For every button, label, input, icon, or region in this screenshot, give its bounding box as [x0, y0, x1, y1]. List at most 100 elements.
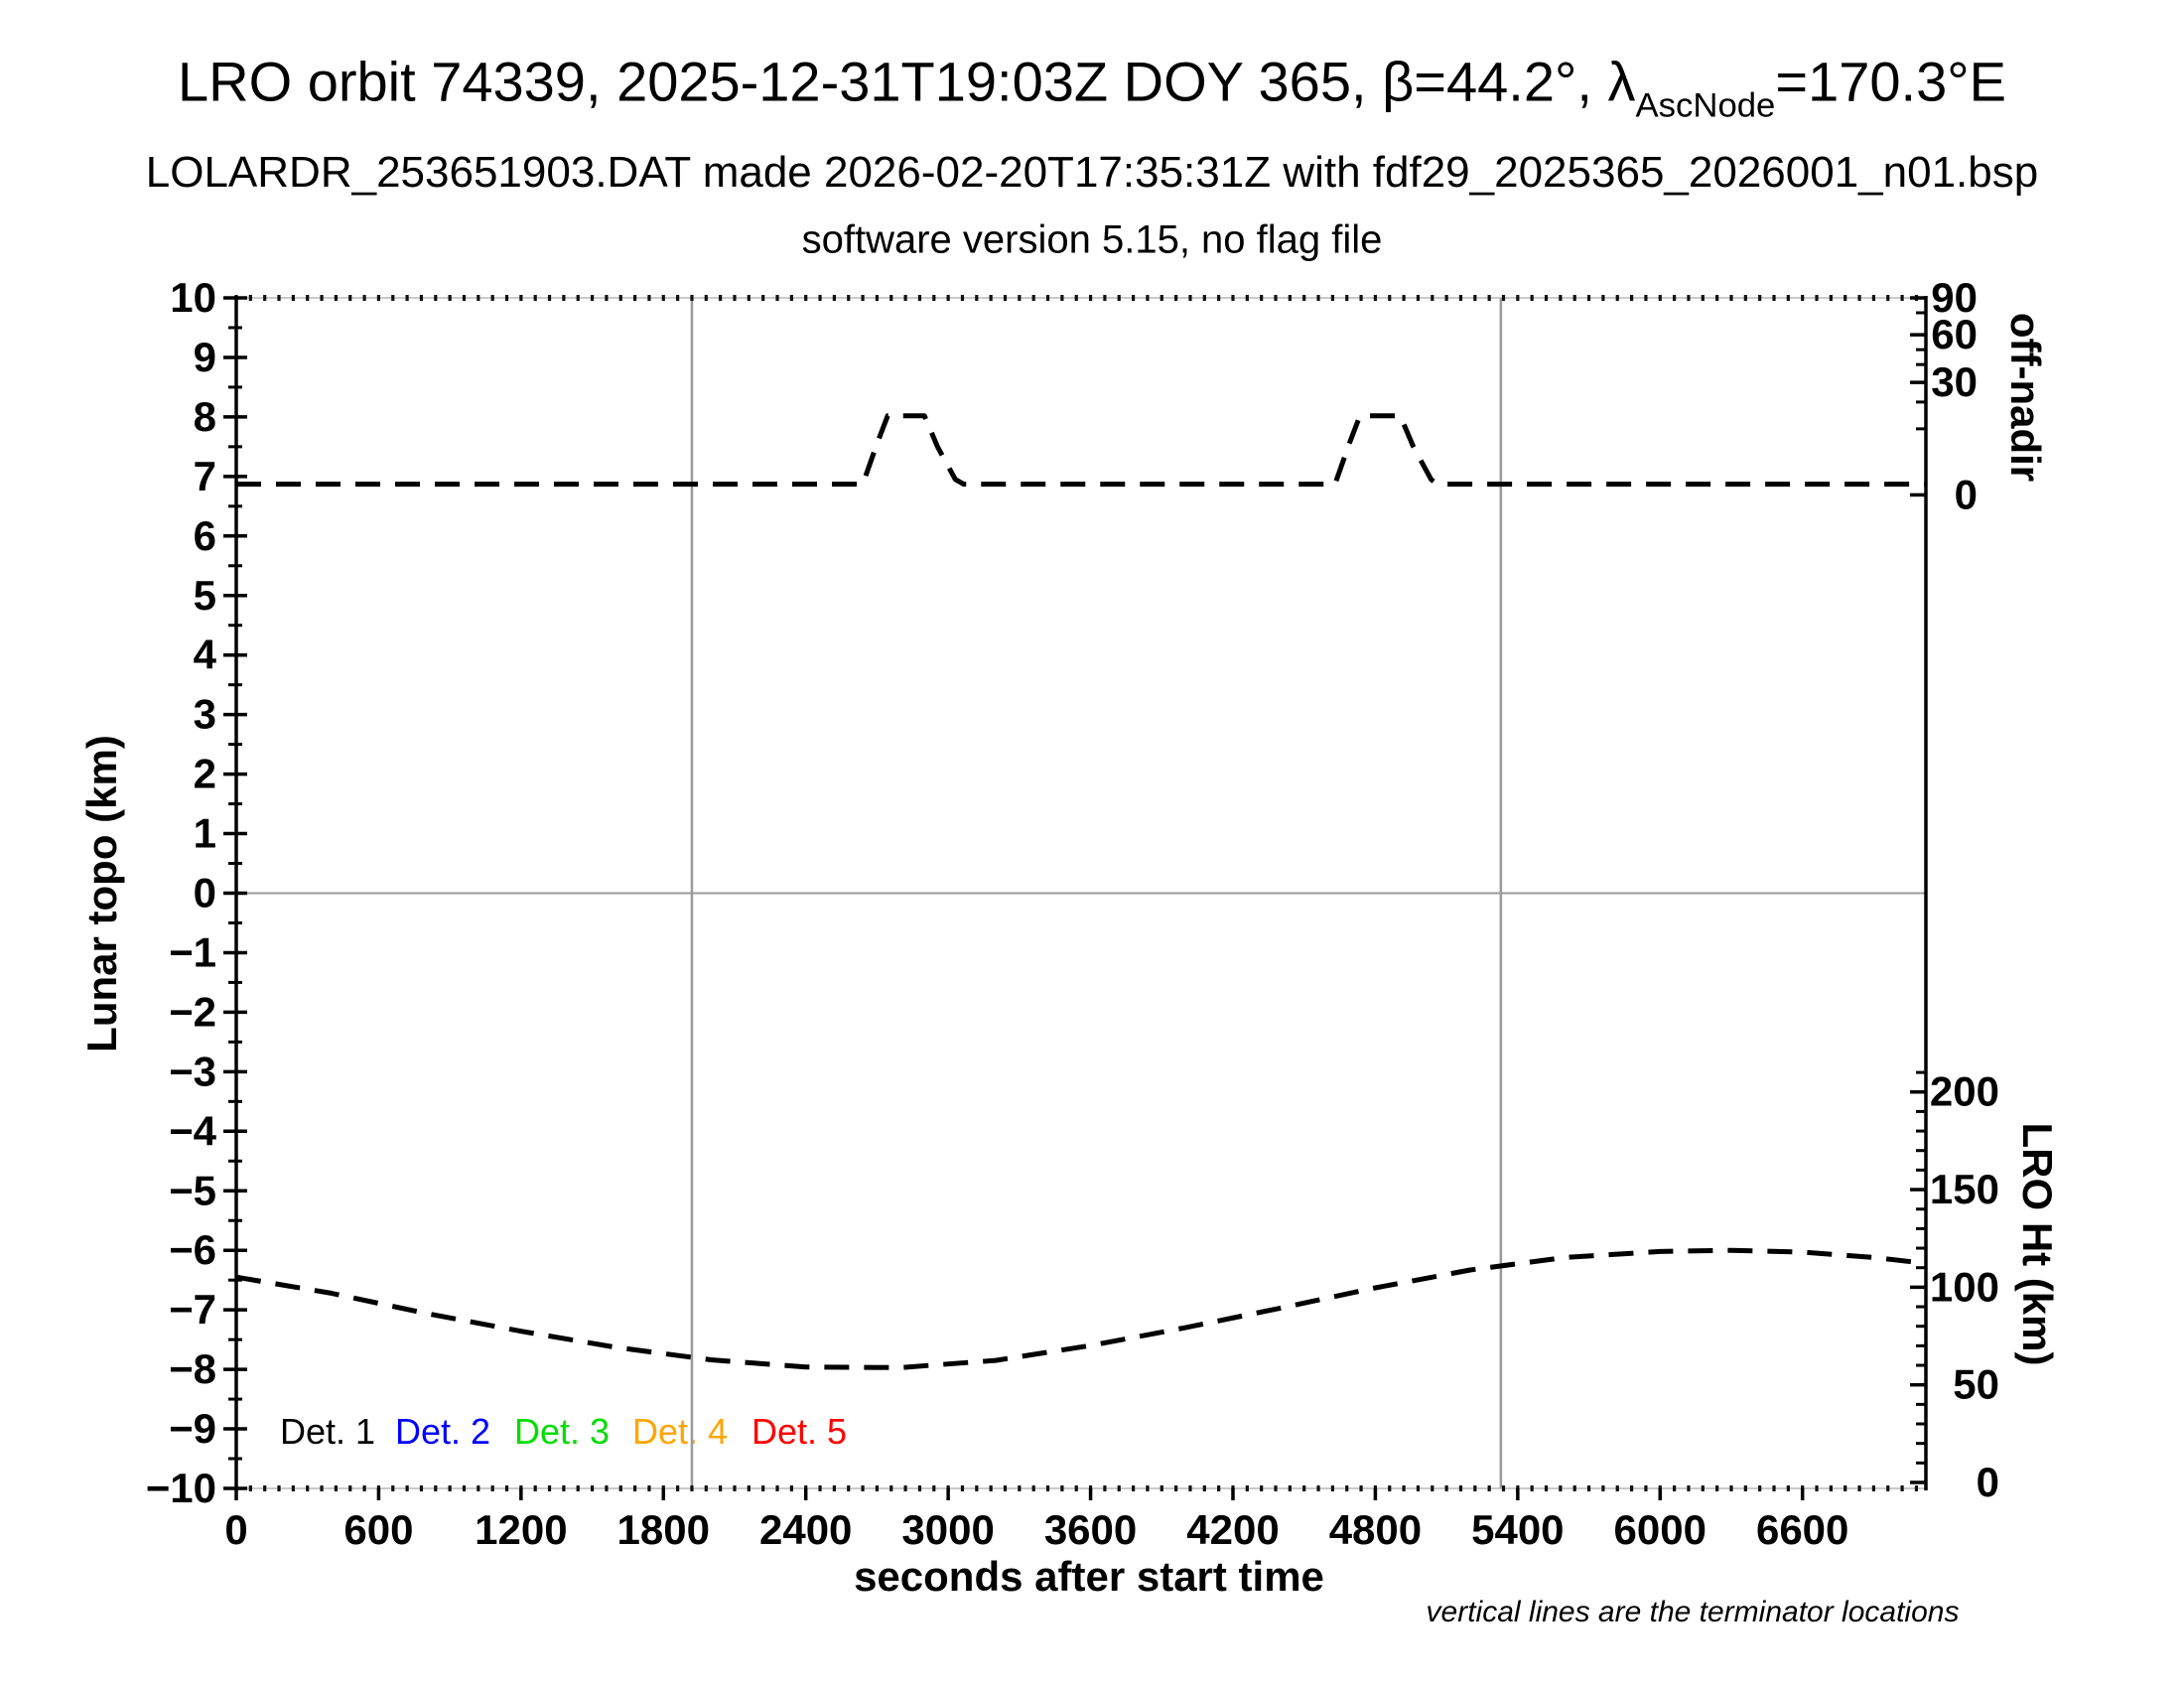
- top-minor-tick: [1103, 295, 1107, 301]
- bottom-minor-tick: [1431, 1485, 1434, 1491]
- top-minor-tick: [419, 295, 424, 301]
- bottom-minor-tick: [533, 1485, 537, 1491]
- bottom-minor-tick: [1473, 1485, 1477, 1491]
- bottom-tick-label: 5400: [1471, 1506, 1564, 1553]
- bottom-minor-tick: [1886, 1485, 1890, 1491]
- top-minor-tick: [462, 295, 467, 301]
- bottom-minor-tick: [960, 1485, 965, 1491]
- bottom-minor-tick: [1601, 1485, 1605, 1491]
- top-minor-tick: [291, 295, 295, 301]
- left-tick-label: −8: [169, 1345, 216, 1392]
- lroht-tick-label: 200: [1930, 1068, 1999, 1115]
- left-tick-label: 4: [194, 632, 217, 678]
- legend-item-det-2: Det. 2: [395, 1411, 491, 1452]
- top-minor-tick: [1202, 295, 1206, 301]
- top-minor-tick: [1729, 295, 1733, 301]
- bottom-minor-tick: [306, 1485, 310, 1491]
- bottom-minor-tick: [362, 1485, 366, 1491]
- lroht-tick-label: 0: [1977, 1459, 1999, 1505]
- bottom-minor-tick: [1045, 1485, 1050, 1491]
- top-minor-tick: [1444, 295, 1448, 301]
- bottom-minor-tick: [875, 1485, 880, 1491]
- top-minor-tick: [1644, 295, 1648, 301]
- bottom-minor-tick: [1715, 1485, 1719, 1491]
- left-tick-label: 9: [194, 334, 216, 380]
- legend-item-det-3: Det. 3: [514, 1411, 611, 1452]
- top-minor-tick: [903, 295, 907, 301]
- bottom-minor-tick: [504, 1485, 509, 1491]
- bottom-minor-tick: [1501, 1485, 1506, 1491]
- top-minor-tick: [448, 295, 452, 301]
- bottom-minor-tick: [1160, 1485, 1163, 1491]
- top-minor-tick: [719, 295, 723, 301]
- bottom-tick-label: 6600: [1756, 1506, 1848, 1553]
- top-minor-tick: [277, 295, 281, 301]
- left-tick-label: 5: [194, 572, 216, 619]
- top-minor-tick: [562, 295, 566, 301]
- bottom-minor-tick: [1829, 1485, 1833, 1491]
- left-tick-label: 0: [194, 870, 216, 916]
- top-minor-tick: [960, 295, 965, 301]
- left-tick-label: 7: [194, 453, 216, 499]
- bottom-minor-tick: [1729, 1485, 1733, 1491]
- bottom-minor-tick: [789, 1485, 793, 1491]
- top-minor-tick: [1245, 295, 1249, 301]
- bottom-minor-tick: [477, 1485, 480, 1491]
- bottom-minor-tick: [903, 1485, 907, 1491]
- top-minor-tick: [661, 295, 665, 301]
- top-minor-tick: [1031, 295, 1035, 301]
- left-tick-label: 10: [170, 274, 216, 321]
- bottom-minor-tick: [1018, 1485, 1022, 1491]
- offnadir-tick-label: 90: [1931, 274, 1978, 321]
- top-minor-tick: [1786, 295, 1790, 301]
- left-tick-label: −4: [169, 1107, 217, 1154]
- bottom-minor-tick: [576, 1485, 580, 1491]
- top-minor-tick: [519, 295, 523, 301]
- top-minor-tick: [334, 295, 338, 301]
- top-minor-tick: [1743, 295, 1747, 301]
- top-minor-tick: [1117, 295, 1121, 301]
- bottom-minor-tick: [434, 1485, 438, 1491]
- top-minor-tick: [1601, 295, 1605, 301]
- top-minor-tick: [248, 295, 252, 301]
- top-minor-tick: [1330, 295, 1334, 301]
- top-minor-tick: [1045, 295, 1050, 301]
- top-minor-tick: [1060, 295, 1064, 301]
- top-minor-tick: [504, 295, 509, 301]
- top-minor-tick: [1516, 295, 1520, 301]
- bottom-tick-label: 0: [224, 1506, 247, 1553]
- top-minor-tick: [1416, 295, 1421, 301]
- bottom-minor-tick: [334, 1485, 338, 1491]
- bottom-minor-tick: [605, 1485, 609, 1491]
- bottom-minor-tick: [1458, 1485, 1463, 1491]
- top-minor-tick: [1900, 295, 1904, 301]
- top-minor-tick: [1146, 295, 1150, 301]
- bottom-minor-tick: [1288, 1485, 1292, 1491]
- bottom-minor-tick: [1316, 1485, 1320, 1491]
- top-minor-tick: [1018, 295, 1022, 301]
- top-minor-tick: [818, 295, 822, 301]
- legend-item-det-1: Det. 1: [280, 1411, 376, 1452]
- bottom-tick-label: 1200: [475, 1506, 567, 1553]
- bottom-minor-tick: [832, 1485, 836, 1491]
- offnadir-tick-label: 0: [1955, 471, 1978, 517]
- bottom-minor-tick: [1815, 1485, 1819, 1491]
- bottom-minor-tick: [1530, 1485, 1534, 1491]
- left-tick-label: −10: [146, 1465, 216, 1511]
- bottom-minor-tick: [1644, 1485, 1648, 1491]
- bottom-minor-tick: [1260, 1485, 1264, 1491]
- top-minor-tick: [975, 295, 979, 301]
- bottom-minor-tick: [1444, 1485, 1448, 1491]
- bottom-minor-tick: [989, 1485, 993, 1491]
- offnadir-tick-label: 60: [1931, 311, 1978, 357]
- bottom-minor-tick: [917, 1485, 922, 1491]
- bottom-minor-tick: [1274, 1485, 1278, 1491]
- top-minor-tick: [1316, 295, 1320, 301]
- title-main: LRO orbit 74339, 2025-12-31T19:03Z DOY 3…: [178, 50, 1636, 113]
- bottom-minor-tick: [733, 1485, 737, 1491]
- top-minor-tick: [946, 295, 950, 301]
- top-minor-tick: [320, 295, 324, 301]
- top-minor-tick: [1687, 295, 1691, 301]
- legend-item-det-5: Det. 5: [751, 1411, 848, 1452]
- bottom-tick-label: 2400: [759, 1506, 852, 1553]
